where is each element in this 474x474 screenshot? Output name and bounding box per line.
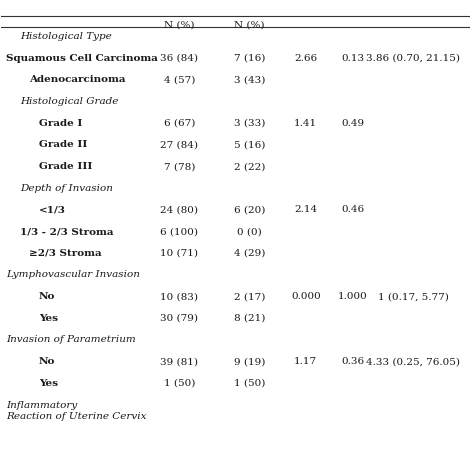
Text: 1 (0.17, 5.77): 1 (0.17, 5.77) [378,292,449,301]
Text: N (%): N (%) [234,20,265,29]
Text: 1.17: 1.17 [294,357,318,366]
Text: 0.49: 0.49 [341,118,364,128]
Text: 1 (50): 1 (50) [234,379,265,388]
Text: 6 (20): 6 (20) [234,205,265,214]
Text: 8 (21): 8 (21) [234,314,265,323]
Text: 3 (33): 3 (33) [234,118,265,128]
Text: 1/3 - 2/3 Stroma: 1/3 - 2/3 Stroma [20,227,114,236]
Text: Grade I: Grade I [39,118,82,128]
Text: <1/3: <1/3 [39,205,66,214]
Text: 3 (43): 3 (43) [234,75,265,84]
Text: Depth of Invasion: Depth of Invasion [20,184,113,193]
Text: 3.86 (0.70, 21.15): 3.86 (0.70, 21.15) [366,54,461,63]
Text: Grade III: Grade III [39,162,92,171]
Text: Grade II: Grade II [39,140,87,149]
Text: 2 (22): 2 (22) [234,162,265,171]
Text: 6 (100): 6 (100) [160,227,198,236]
Text: Yes: Yes [39,379,58,388]
Text: 5 (16): 5 (16) [234,140,265,149]
Text: N (%): N (%) [164,20,195,29]
Text: Invasion of Parametrium: Invasion of Parametrium [6,336,136,345]
Text: 0 (0): 0 (0) [237,227,262,236]
Text: 30 (79): 30 (79) [160,314,198,323]
Text: No: No [39,357,55,366]
Text: 1 (50): 1 (50) [164,379,195,388]
Text: 0.36: 0.36 [341,357,364,366]
Text: 36 (84): 36 (84) [160,54,198,63]
Text: Squamous Cell Carcinoma: Squamous Cell Carcinoma [6,54,158,63]
Text: 2 (17): 2 (17) [234,292,265,301]
Text: 39 (81): 39 (81) [160,357,198,366]
Text: Histological Grade: Histological Grade [20,97,118,106]
Text: Adenocarcinoma: Adenocarcinoma [29,75,126,84]
Text: 2.14: 2.14 [294,205,318,214]
Text: Inflammatory: Inflammatory [6,401,77,410]
Text: Lymphovascular Invasion: Lymphovascular Invasion [6,271,140,280]
Text: 27 (84): 27 (84) [160,140,198,149]
Text: 7 (78): 7 (78) [164,162,195,171]
Text: 9 (19): 9 (19) [234,357,265,366]
Text: 4 (29): 4 (29) [234,249,265,258]
Text: 0.000: 0.000 [291,292,321,301]
Text: 24 (80): 24 (80) [160,205,198,214]
Text: 4 (57): 4 (57) [164,75,195,84]
Text: 0.46: 0.46 [341,205,364,214]
Text: Histological Type: Histological Type [20,32,112,41]
Text: Reaction of Uterine Cervix: Reaction of Uterine Cervix [6,412,146,421]
Text: ≥2/3 Stroma: ≥2/3 Stroma [29,249,102,258]
Text: 4.33 (0.25, 76.05): 4.33 (0.25, 76.05) [366,357,461,366]
Text: 6 (67): 6 (67) [164,118,195,128]
Text: 2.66: 2.66 [294,54,318,63]
Text: Yes: Yes [39,314,58,323]
Text: 10 (83): 10 (83) [160,292,198,301]
Text: 7 (16): 7 (16) [234,54,265,63]
Text: 0.13: 0.13 [341,54,364,63]
Text: 1.41: 1.41 [294,118,318,128]
Text: 1.000: 1.000 [338,292,367,301]
Text: 10 (71): 10 (71) [160,249,198,258]
Text: No: No [39,292,55,301]
